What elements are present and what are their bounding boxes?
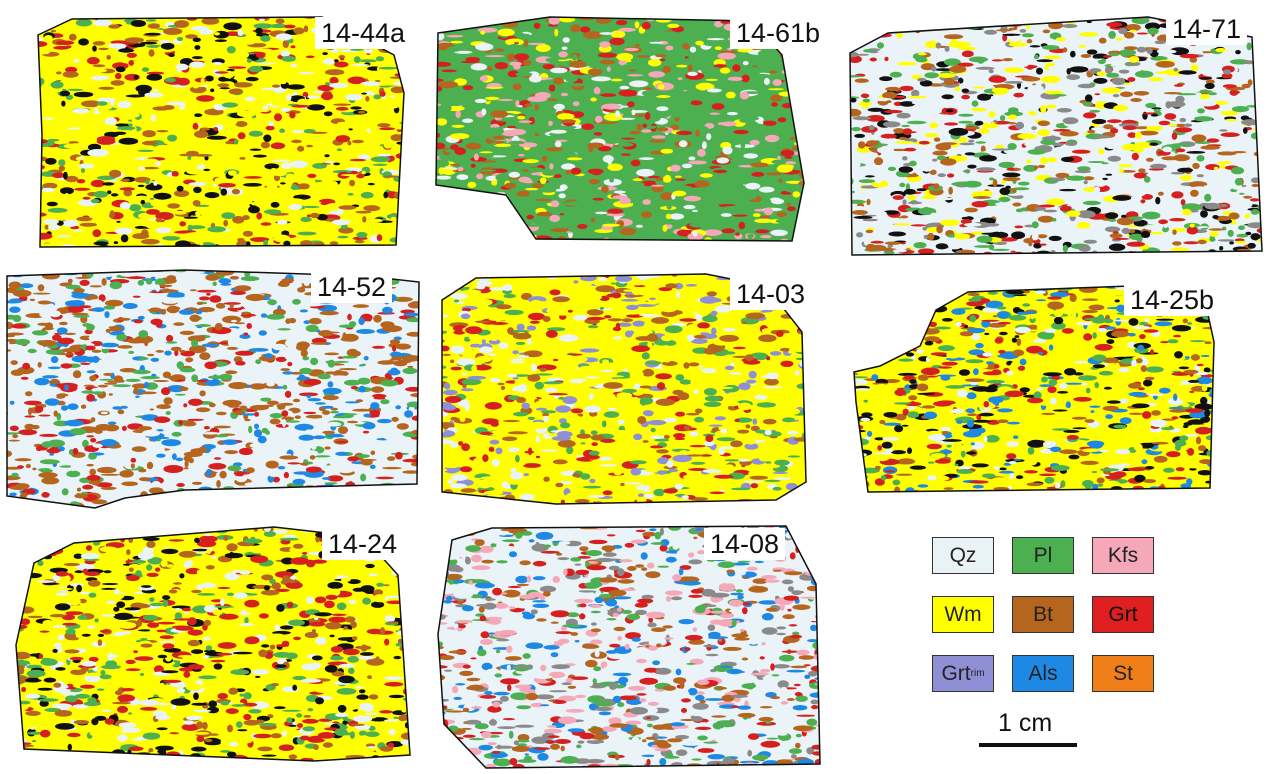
sample-label: 14-44a [315,17,412,49]
legend-swatch-wm: Wm [932,596,994,633]
phase-map-image [441,273,807,505]
phase-map-image [437,525,821,769]
sample-label: 14-61b [730,17,827,49]
legend-label: Grt [941,661,971,685]
phase-map-image [435,16,805,242]
legend-label: Grt [1108,602,1138,626]
phase-map-image [15,526,411,762]
legend-label: Als [1028,661,1058,685]
phase-map-image [849,16,1263,256]
legend-label: Bt [1033,602,1053,626]
sample-label: 14-25b [1124,284,1221,316]
sample-map-14-03: 14-03 [436,272,822,508]
legend-swatch-kfs: Kfs [1092,537,1154,574]
sample-label: 14-52 [311,271,393,303]
sample-map-14-25b: 14-25b [850,282,1260,500]
mineral-legend: Qz Pl Kfs Wm Bt Grt Grt rim Als St 1 cm [932,537,1172,767]
sample-map-14-71: 14-71 [848,13,1268,257]
legend-swatch-grt: Grt [1092,596,1154,633]
phase-map-image [37,16,405,248]
legend-swatch-st: St [1092,655,1154,692]
scale-bar-label: 1 cm [998,709,1053,737]
sample-map-14-08: 14-08 [436,524,824,770]
sample-label: 14-71 [1166,13,1248,45]
sample-label: 14-03 [730,278,812,310]
sample-map-14-44a: 14-44a [32,15,412,258]
sample-label: 14-24 [322,528,404,560]
legend-label-subscript: rim [970,668,985,679]
legend-swatch-qz: Qz [932,537,994,574]
sample-map-14-24: 14-24 [14,525,412,767]
legend-swatch-bt: Bt [1012,596,1074,633]
legend-swatch-pl: Pl [1012,537,1074,574]
sample-label: 14-08 [704,528,786,560]
legend-label: Wm [944,602,982,626]
legend-label: Qz [949,543,977,567]
legend-label: Pl [1033,543,1053,567]
phase-map-image [853,285,1215,493]
sample-map-14-52: 14-52 [5,268,421,510]
sample-map-14-61b: 14-61b [432,15,827,245]
legend-swatch-grt-rim: Grt rim [932,655,994,692]
legend-swatch-als: Als [1012,655,1074,692]
phase-map-image [6,269,420,509]
scale-bar [979,743,1077,747]
legend-label: St [1113,661,1133,685]
legend-label: Kfs [1107,543,1139,567]
